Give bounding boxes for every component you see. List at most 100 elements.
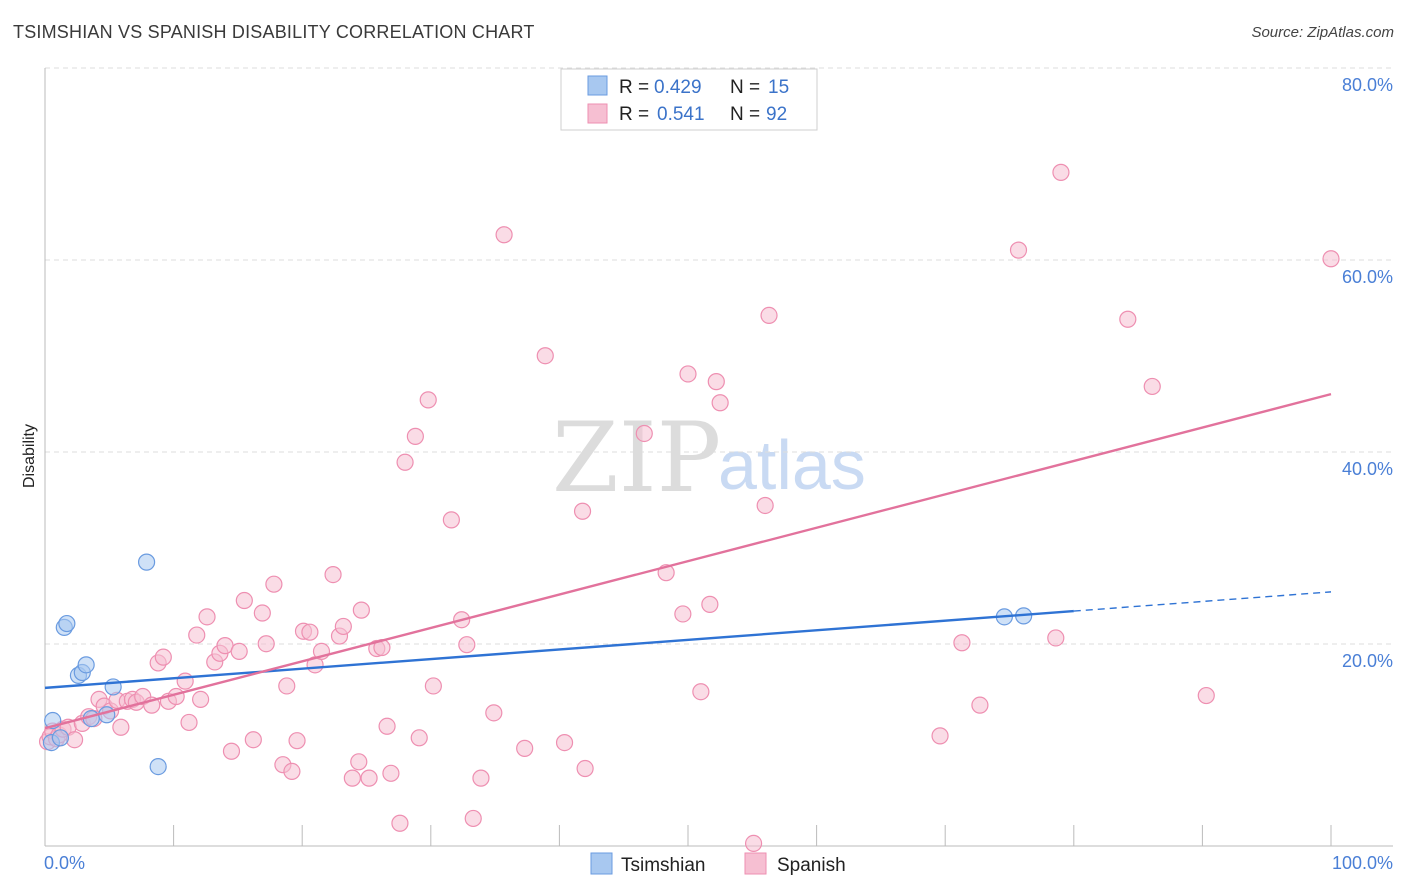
- x-tick-label-min: 0.0%: [44, 853, 85, 873]
- y-tick-label: 40.0%: [1342, 459, 1393, 479]
- spanish-point: [756, 496, 774, 515]
- spanish-point: [760, 306, 778, 324]
- spanish-point: [283, 762, 301, 781]
- legend-r-value-1: 0.429: [654, 77, 702, 98]
- spanish-point: [692, 683, 710, 701]
- spanish-point: [516, 739, 534, 757]
- tsimshian-point: [58, 614, 76, 633]
- spanish-point: [180, 713, 198, 732]
- legend-n-value-2: 92: [766, 104, 787, 125]
- spanish-point: [288, 732, 306, 750]
- spanish-point: [576, 759, 594, 778]
- spanish-point: [360, 769, 378, 787]
- legend-r-value-2: 0.541: [657, 104, 705, 125]
- y-tick-label: 20.0%: [1342, 651, 1393, 671]
- tsimshian-point: [137, 553, 156, 571]
- legend-n-value-1: 15: [768, 77, 789, 98]
- spanish-point: [244, 731, 262, 749]
- bottom-legend-swatch-spanish: [744, 852, 767, 875]
- spanish-point: [419, 391, 437, 409]
- spanish-point: [701, 595, 719, 613]
- tsimshian-point: [51, 729, 70, 747]
- legend-n-label-1: N =: [730, 77, 760, 98]
- spanish-point: [674, 605, 692, 623]
- bottom-legend: Tsimshian Spanish: [590, 852, 846, 876]
- legend-n-label-2: N =: [730, 104, 760, 125]
- spanish-point: [176, 672, 194, 690]
- spanish-trend-line: [44, 392, 1332, 730]
- y-axis-label: Disability: [21, 424, 38, 488]
- spanish-point: [635, 424, 653, 443]
- spanish-point: [485, 704, 503, 722]
- spanish-point: [350, 753, 368, 771]
- spanish-point: [391, 814, 409, 832]
- watermark-zip: ZIP: [552, 402, 721, 514]
- tsimshian-trend-extension: [1073, 591, 1332, 612]
- spanish-point: [192, 690, 210, 709]
- y-tick-label: 80.0%: [1342, 75, 1393, 95]
- spanish-point: [573, 502, 592, 520]
- spanish-point: [1047, 629, 1065, 647]
- spanish-point: [495, 226, 513, 244]
- spanish-point: [235, 591, 253, 610]
- spanish-point: [410, 729, 428, 747]
- tsimshian-point: [149, 757, 167, 776]
- spanish-point: [472, 769, 490, 787]
- spanish-point: [265, 575, 283, 593]
- watermark-atlas: atlas: [718, 426, 866, 504]
- spanish-point: [679, 365, 697, 383]
- legend-swatch-tsimshian: [587, 75, 608, 96]
- spanish-point: [278, 677, 296, 695]
- x-tick-label-max: 100.0%: [1332, 853, 1393, 873]
- spanish-point: [253, 604, 271, 622]
- spanish-point: [198, 608, 216, 626]
- spanish-point: [1197, 686, 1215, 705]
- spanish-point: [301, 623, 319, 641]
- gridlines: [45, 67, 1393, 645]
- spanish-point: [536, 347, 554, 365]
- spanish-point: [324, 565, 342, 584]
- bottom-legend-label-spanish: Spanish: [777, 855, 846, 876]
- spanish-point: [424, 677, 442, 695]
- trend-lines: [44, 392, 1332, 730]
- spanish-point: [464, 809, 482, 828]
- spanish-point: [343, 769, 361, 787]
- spanish-point: [458, 636, 476, 654]
- legend-r-label-2: R =: [619, 104, 649, 125]
- chart-title: TSIMSHIAN VS SPANISH DISABILITY CORRELAT…: [13, 22, 535, 42]
- axes: 20.0% 40.0% 60.0% 80.0% 0.0% 100.0%: [44, 68, 1393, 873]
- spanish-point: [257, 635, 275, 653]
- spanish-point: [1119, 310, 1137, 328]
- tsimshian-trend-line: [44, 609, 1074, 690]
- spanish-point: [406, 427, 424, 445]
- spanish-point: [711, 394, 729, 412]
- spanish-point: [112, 718, 130, 736]
- legend: R = 0.429 N = 15 R = 0.541 N = 92: [560, 68, 818, 131]
- spanish-point: [707, 373, 725, 391]
- spanish-point: [971, 696, 989, 714]
- tsimshian-point: [77, 656, 95, 674]
- spanish-point: [154, 648, 172, 666]
- spanish-point: [230, 642, 248, 661]
- source-label: Source: ZipAtlas.com: [1251, 24, 1394, 41]
- legend-r-label-1: R =: [619, 77, 649, 98]
- spanish-point: [188, 626, 206, 644]
- spanish-point: [555, 733, 574, 752]
- spanish-point: [378, 717, 396, 735]
- bottom-legend-swatch-tsimshian: [590, 852, 613, 875]
- spanish-point: [334, 617, 352, 636]
- spanish-point: [1143, 377, 1161, 396]
- spanish-point: [396, 453, 414, 471]
- spanish-point: [352, 601, 370, 619]
- spanish-point: [65, 731, 84, 749]
- spanish-point: [222, 742, 241, 760]
- spanish-point: [382, 764, 400, 782]
- spanish-point: [1052, 163, 1070, 181]
- legend-swatch-spanish: [587, 103, 608, 124]
- spanish-point: [931, 727, 949, 745]
- bottom-legend-label-tsimshian: Tsimshian: [621, 855, 705, 876]
- spanish-point: [1009, 241, 1028, 259]
- spanish-point: [953, 634, 971, 652]
- spanish-point: [744, 834, 763, 853]
